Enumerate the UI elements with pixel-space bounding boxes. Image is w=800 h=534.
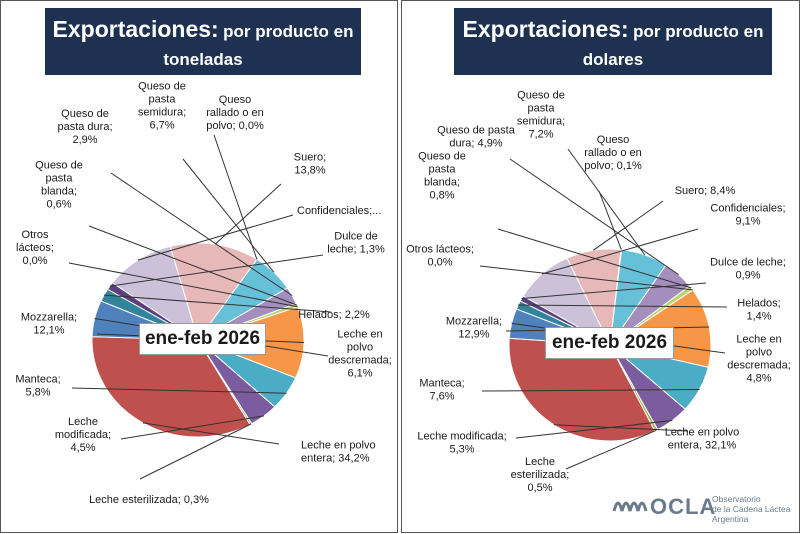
chart-title-box: Exportaciones: por producto en dolares	[454, 8, 772, 75]
chart-subtitle: por producto en toneladas	[163, 22, 354, 69]
slice-label: Queso de pasta dura; 2,9%	[57, 108, 112, 146]
slice-label: Otros lácteos; 0,0%	[406, 244, 474, 269]
slice-label: Leche modificada; 5,3%	[417, 431, 506, 456]
leader-line	[553, 424, 689, 432]
chart-title: Exportaciones:	[462, 16, 629, 42]
leader-line	[109, 254, 324, 287]
chart-title-box: Exportaciones: por producto en toneladas	[45, 8, 361, 75]
logo-line: de la Cadena Láctea	[712, 504, 791, 514]
slice-label: Queso de pasta semidura; 6,7%	[138, 81, 186, 132]
chart-subtitle: por producto en dolares	[582, 22, 764, 69]
leader-line	[565, 429, 657, 470]
slice-label: Leche en polvo descremada; 6,1%	[328, 329, 392, 380]
period-label: ene-feb 2026	[545, 327, 674, 359]
slice-label: Leche esterilizada; 0,3%	[89, 494, 209, 506]
slice-label: Queso rallado o en polvo; 0,1%	[584, 134, 642, 172]
leader-line	[593, 200, 664, 251]
slice-label: Suero; 13,8%	[294, 152, 326, 177]
slice-label: Mozzarella; 12,1%	[21, 312, 77, 337]
slice-label: Queso de pasta semidura; 7,2%	[517, 90, 565, 141]
slice-label: Leche esterilizada; 0,5%	[511, 456, 570, 494]
chart-panel-toneladas: Exportaciones: por producto en toneladas…	[0, 0, 398, 533]
leader-line	[110, 172, 293, 296]
slice-label: Dulce de leche; 0,9%	[710, 257, 786, 282]
slice-label: Helados; 2,2%	[298, 309, 370, 321]
period-label: ene-feb 2026	[139, 323, 266, 355]
leader-line	[509, 158, 679, 276]
leader-line	[541, 228, 699, 275]
leader-line	[139, 423, 252, 480]
slice-label: Queso de pasta dura; 4,9%	[437, 125, 516, 150]
leader-line	[515, 420, 673, 439]
ocla-logo: OCLA Observatorio de la Cadena Láctea Ar…	[612, 491, 792, 527]
chart-panel-dolares: Exportaciones: por producto en dolares L…	[401, 0, 800, 533]
leader-line	[518, 304, 728, 308]
slice-label: Manteca; 5,8%	[15, 374, 60, 399]
slice-label: Otros lácteos; 0,0%	[16, 229, 54, 267]
leader-line	[142, 422, 280, 445]
slice-label: Manteca; 7,6%	[419, 378, 464, 403]
chart-title: Exportaciones:	[52, 16, 219, 42]
slice-label: Queso rallado o en polvo; 0,0%	[206, 94, 264, 132]
leader-line	[213, 134, 258, 260]
leader-line	[103, 294, 332, 313]
leader-line	[481, 389, 700, 392]
pie-slice	[111, 245, 199, 342]
leader-line	[88, 225, 298, 306]
slice-label: Leche en polvo entera; 34,2%	[301, 440, 376, 465]
leader-line	[521, 282, 707, 299]
logo-line: Observatorio	[712, 494, 761, 504]
slice-label: Suero; 8,4%	[675, 185, 736, 197]
logo-wordmark: OCLA	[650, 494, 717, 519]
pie-chart-dolares: Leche en polvo entera, 32,1% Leche esterili…	[406, 90, 791, 495]
slice-label: Helados; 1,4%	[737, 298, 780, 323]
slice-label: Dulce de leche; 1,3%	[327, 231, 385, 256]
pie-slice	[169, 242, 258, 342]
leader-line	[567, 148, 646, 256]
slice-label: Confidenciales;...	[297, 205, 381, 217]
slice-label: Confidenciales; 9,1%	[710, 203, 785, 228]
slice-label: Leche en polvo entera, 32,1%	[665, 427, 740, 452]
logo-line: Argentina	[712, 514, 749, 524]
slice-label: Mozzarella; 12,9%	[446, 316, 502, 341]
leader-line	[71, 387, 287, 394]
slice-label: Queso de pasta blanda; 0,6%	[35, 160, 83, 211]
slice-label: Queso de pasta blanda; 0,8%	[418, 151, 466, 202]
pie-slice	[508, 337, 656, 442]
leader-line	[182, 158, 275, 273]
leader-line	[68, 262, 298, 308]
leader-line	[598, 190, 622, 250]
slice-label: Leche modificada; 4,5%	[55, 416, 111, 454]
logo-subtitle: Observatorio de la Cadena Láctea Argenti…	[712, 494, 790, 524]
leader-line	[479, 265, 693, 291]
leader-line	[137, 214, 294, 261]
ocla-wave-icon	[612, 501, 648, 512]
leader-line	[120, 415, 264, 440]
pie-chart-toneladas: Leche en polvo entera; 34,2% Leche esteril…	[15, 81, 392, 507]
slice-label: Leche en polvo descremada; 4,8%	[727, 334, 791, 385]
